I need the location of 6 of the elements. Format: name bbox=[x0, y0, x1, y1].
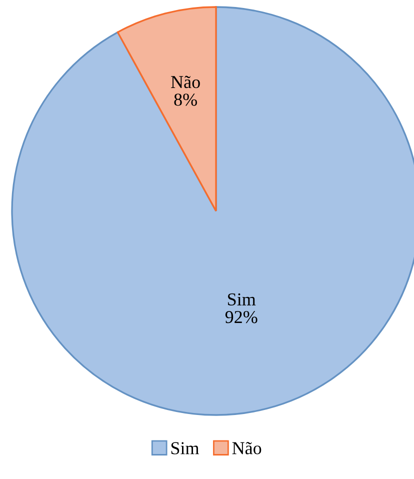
legend-label: Não bbox=[232, 442, 262, 454]
legend-label: Sim bbox=[171, 442, 200, 454]
slice-label: Não bbox=[171, 76, 200, 88]
slice-label: Sim bbox=[228, 293, 256, 306]
data-label: 92% bbox=[225, 310, 258, 324]
data-label: 8% bbox=[174, 94, 197, 106]
